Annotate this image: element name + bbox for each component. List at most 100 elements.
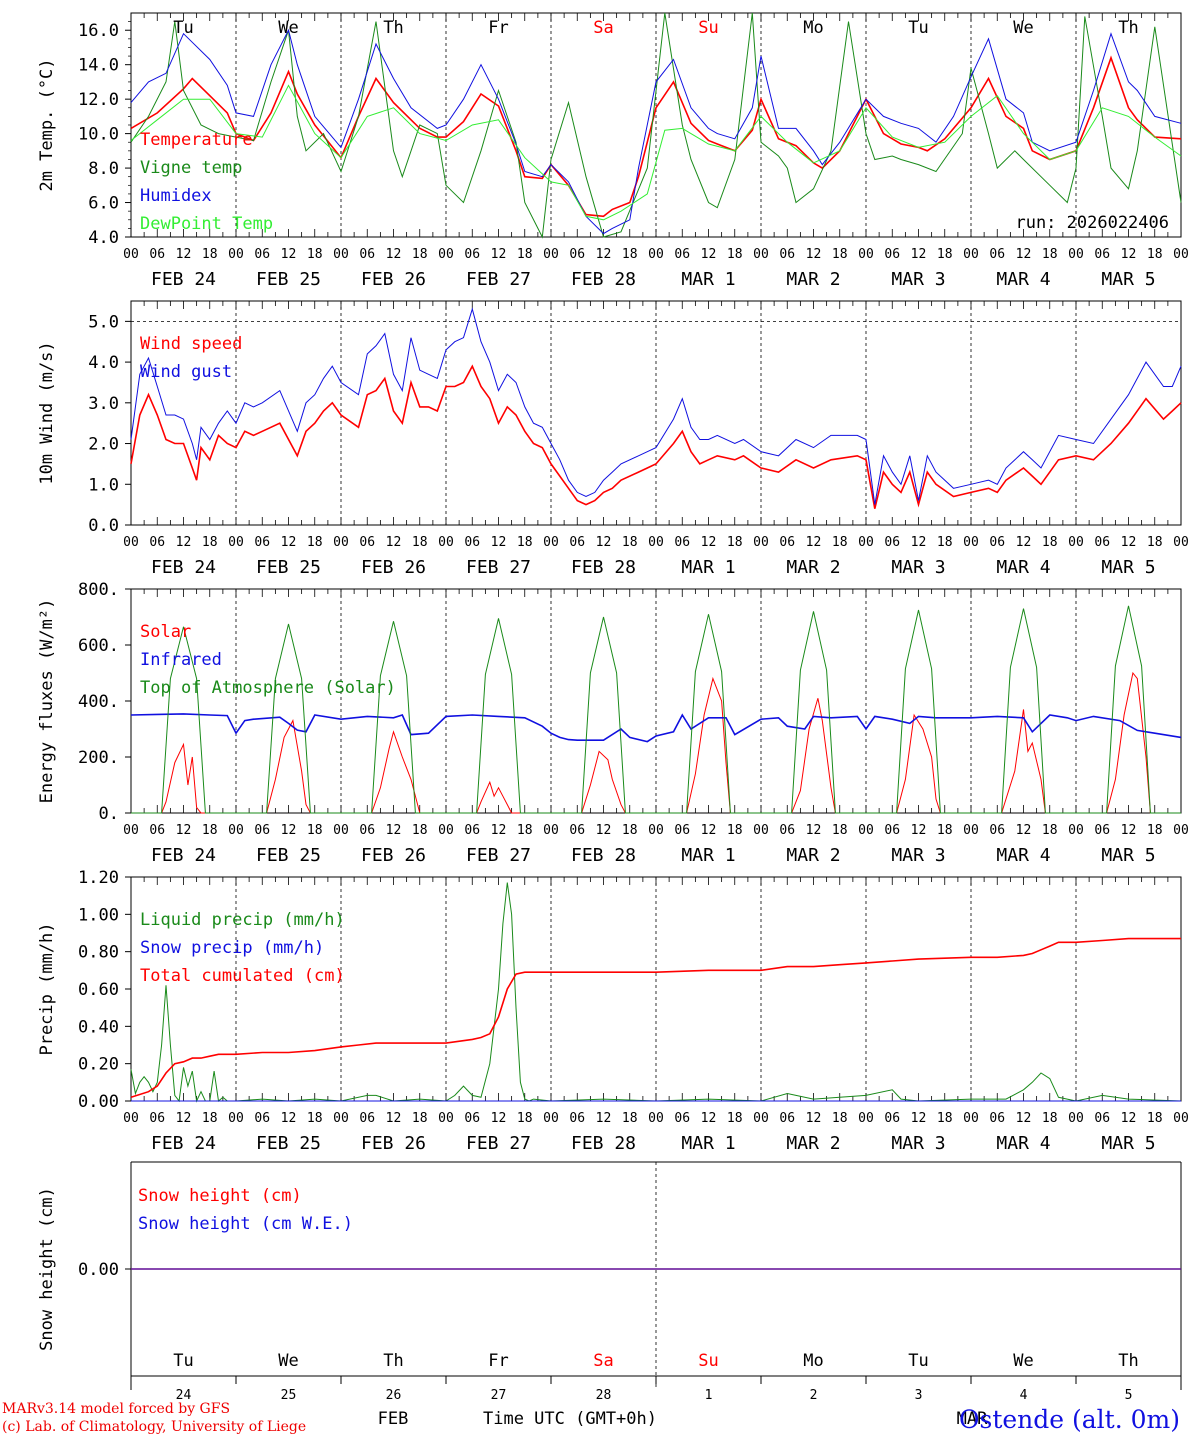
- x-hour-label: 12: [176, 1111, 192, 1126]
- day-name-label: Sa: [593, 18, 613, 38]
- x-hour-label: 18: [727, 535, 743, 550]
- x-hour-label: 18: [307, 1111, 323, 1126]
- x-hour-label: 18: [412, 1111, 428, 1126]
- legend-entry: Wind gust: [140, 362, 232, 382]
- x-hour-label: 12: [281, 823, 297, 838]
- x-date-label: FEB 24: [151, 557, 216, 578]
- x-hour-label: 00: [1068, 823, 1084, 838]
- x-hour-label: 12: [491, 535, 507, 550]
- y-tick-label: 12.0: [78, 90, 119, 110]
- x-date-label: MAR 3: [891, 557, 945, 578]
- x-hour-label: 12: [806, 247, 822, 262]
- x-hour-label: 06: [884, 823, 900, 838]
- y-tick-label: 0.0: [88, 516, 119, 536]
- x-hour-label: 06: [674, 823, 690, 838]
- x-hour-label: 00: [123, 535, 139, 550]
- legend-entry: Snow precip (mm/h): [140, 938, 324, 958]
- x-hour-label: 18: [202, 247, 218, 262]
- x-hour-label: 12: [491, 1111, 507, 1126]
- y-tick-label: 14.0: [78, 56, 119, 76]
- x-hour-label: 12: [806, 535, 822, 550]
- x-hour-label: 12: [281, 535, 297, 550]
- x-hour-label: 18: [622, 1111, 638, 1126]
- x-hour-label: 18: [412, 247, 428, 262]
- x-hour-label: 06: [254, 823, 270, 838]
- y-tick-label: 600.: [78, 636, 119, 656]
- x-hour-label: 12: [911, 823, 927, 838]
- x-hour-label: 12: [386, 823, 402, 838]
- x-hour-label: 00: [228, 823, 244, 838]
- x-hour-label: 18: [727, 247, 743, 262]
- x-hour-label: 12: [701, 247, 717, 262]
- x-hour-label: 12: [386, 535, 402, 550]
- x-hour-label: 06: [884, 1111, 900, 1126]
- y-tick-label: 400.: [78, 692, 119, 712]
- series-line-temperature: [130, 55, 1182, 218]
- x-hour-label: 18: [1147, 247, 1163, 262]
- x-hour-label: 06: [674, 535, 690, 550]
- x-hour-label: 12: [911, 247, 927, 262]
- x-hour-label: 18: [307, 247, 323, 262]
- x-hour-label: 06: [254, 1111, 270, 1126]
- series-line-top-of-atmosphere-solar-: [131, 605, 1181, 814]
- x-hour-label: 12: [911, 535, 927, 550]
- y-axis-label: Precip (mm/h): [37, 922, 57, 1055]
- x-hour-label: 06: [254, 535, 270, 550]
- y-tick-label: 0.40: [78, 1017, 119, 1037]
- x-hour-label: 00: [123, 823, 139, 838]
- x-hour-label: 00: [543, 247, 559, 262]
- legend-entry: Solar: [140, 622, 191, 642]
- x-date-label: FEB 24: [151, 269, 216, 290]
- x-hour-label: 00: [648, 823, 664, 838]
- x-date-label: MAR 2: [786, 269, 840, 290]
- x-hour-label: 06: [569, 1111, 585, 1126]
- x-hour-label: 06: [359, 823, 375, 838]
- x-hour-label: 00: [963, 1111, 979, 1126]
- x-hour-label: 00: [543, 823, 559, 838]
- x-hour-label: 12: [281, 1111, 297, 1126]
- x-axis-label: Time UTC (GMT+0h): [483, 1409, 657, 1429]
- x-hour-label: 18: [1147, 823, 1163, 838]
- x-hour-label: 12: [281, 247, 297, 262]
- day-name-label: Tu: [173, 18, 193, 38]
- bottom-day-number: 1: [705, 1388, 713, 1403]
- legend-entry: Infrared: [140, 650, 222, 670]
- x-date-label: FEB 25: [256, 269, 321, 290]
- x-hour-label: 18: [832, 1111, 848, 1126]
- x-hour-label: 12: [596, 1111, 612, 1126]
- x-hour-label: 06: [464, 247, 480, 262]
- x-hour-label: 06: [779, 823, 795, 838]
- x-hour-label: 00: [858, 823, 874, 838]
- x-hour-label: 18: [832, 823, 848, 838]
- bottom-day-number: 3: [915, 1388, 923, 1403]
- series-line-wind-gust: [130, 307, 1182, 505]
- bottom-day-number: 28: [596, 1388, 612, 1403]
- x-hour-label: 00: [543, 535, 559, 550]
- y-tick-label: 1.00: [78, 905, 119, 925]
- x-hour-label: 12: [1121, 247, 1137, 262]
- x-hour-label: 06: [569, 247, 585, 262]
- bottom-day-number: 2: [810, 1388, 818, 1403]
- x-date-label: MAR 1: [681, 269, 735, 290]
- series-line-wind-speed: [130, 364, 1182, 509]
- x-hour-label: 18: [517, 823, 533, 838]
- x-hour-label: 12: [1121, 535, 1137, 550]
- x-hour-label: 06: [359, 1111, 375, 1126]
- x-hour-label: 18: [1147, 535, 1163, 550]
- x-date-label: MAR 5: [1101, 557, 1155, 578]
- x-hour-label: 06: [359, 535, 375, 550]
- x-hour-label: 06: [1094, 823, 1110, 838]
- legend-entry: Humidex: [140, 186, 212, 206]
- x-hour-label: 18: [622, 247, 638, 262]
- x-hour-label: 12: [701, 823, 717, 838]
- bottom-day-number: 4: [1020, 1388, 1028, 1403]
- x-date-label: FEB 26: [361, 557, 426, 578]
- day-name-label-bottom: Tu: [173, 1351, 193, 1371]
- x-date-label: FEB 25: [256, 845, 321, 866]
- x-hour-label: 00: [753, 247, 769, 262]
- x-hour-label: 18: [727, 1111, 743, 1126]
- x-hour-label: 00: [753, 535, 769, 550]
- legend-entry: Snow height (cm W.E.): [138, 1214, 353, 1234]
- day-name-label: Tu: [908, 18, 928, 38]
- x-date-label: FEB 28: [571, 557, 636, 578]
